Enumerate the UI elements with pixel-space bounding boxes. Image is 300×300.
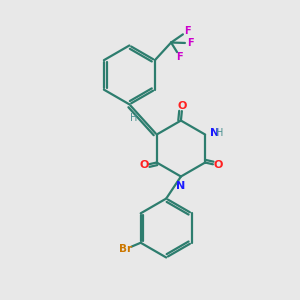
Text: H: H (130, 113, 137, 123)
Text: F: F (187, 38, 194, 48)
Text: F: F (184, 26, 190, 36)
Text: O: O (213, 160, 223, 170)
Text: N: N (210, 128, 220, 138)
Text: F: F (177, 52, 183, 62)
Text: Br: Br (119, 244, 132, 254)
Text: O: O (139, 160, 148, 170)
Text: H: H (216, 128, 224, 138)
Text: O: O (178, 101, 187, 111)
Text: N: N (176, 181, 185, 191)
